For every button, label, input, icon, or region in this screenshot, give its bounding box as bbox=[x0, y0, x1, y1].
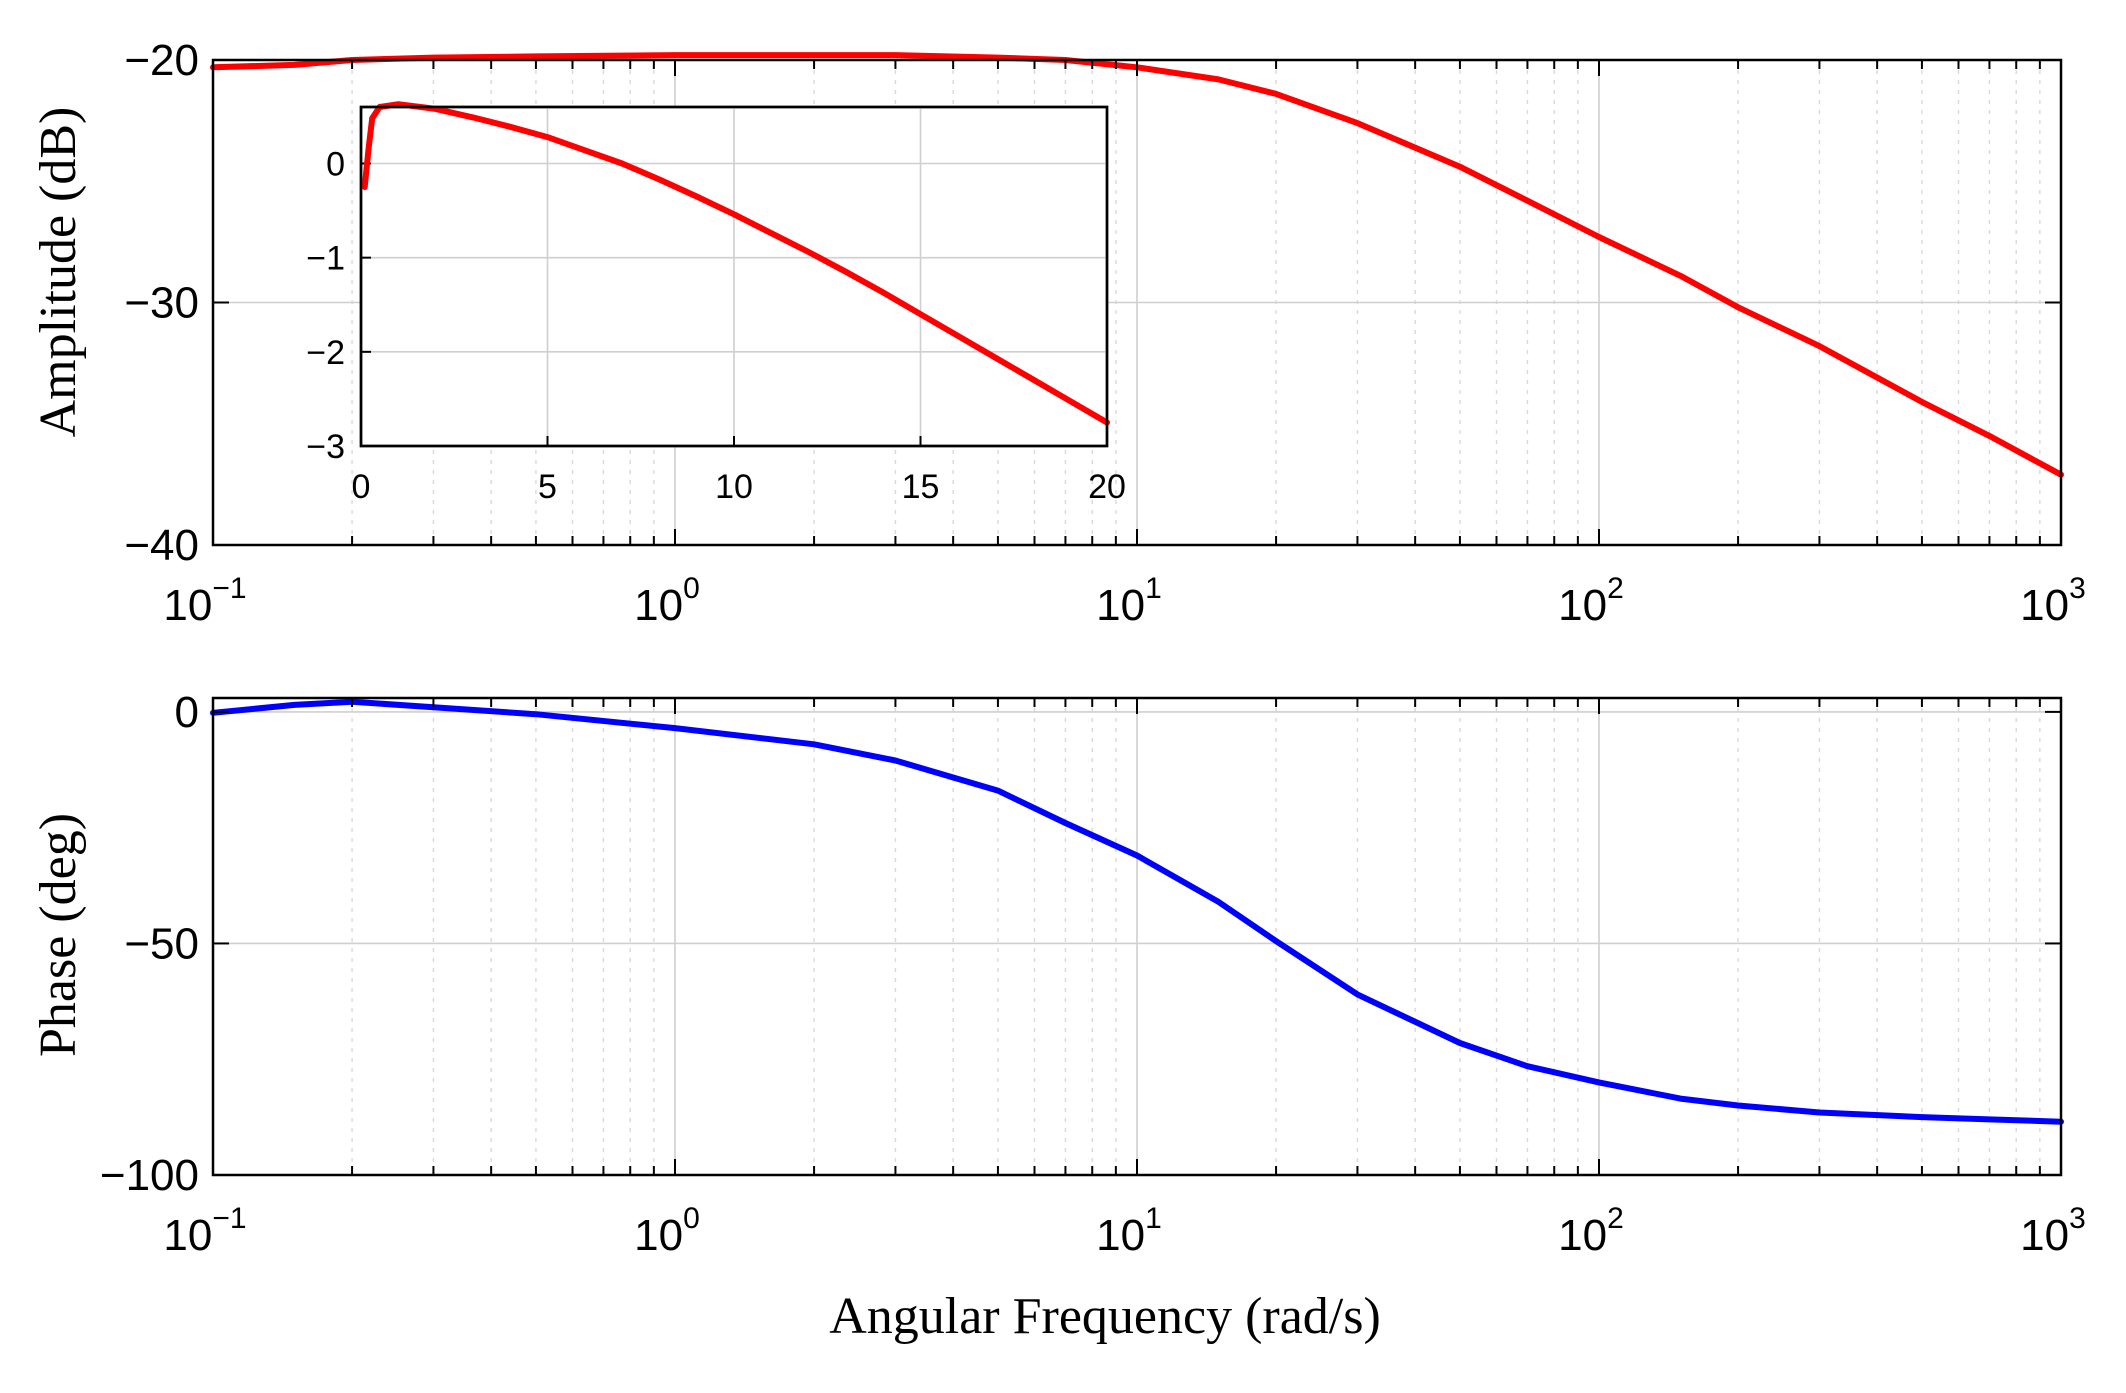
amplitude-y-tick-label: −40 bbox=[124, 521, 199, 570]
amplitude-x-tick-exponent: 3 bbox=[2069, 572, 2086, 605]
amplitude-x-tick-label: 100 bbox=[634, 572, 700, 630]
phase-y-tick-label: −100 bbox=[100, 1151, 199, 1200]
amplitude-x-tick-exponent: 1 bbox=[1145, 572, 1162, 605]
inset-curve bbox=[361, 101, 1110, 426]
phase-x-tick-exponent: 0 bbox=[683, 1202, 700, 1235]
amplitude-x-tick-exponent: 0 bbox=[683, 572, 700, 605]
frequency-x-axis-label: Angular Frequency (rad/s) bbox=[829, 1288, 1381, 1345]
amplitude-x-tick-exponent: 2 bbox=[1607, 572, 1624, 605]
frame-layer bbox=[211, 58, 2063, 1177]
inset-y-tick-label: −2 bbox=[306, 334, 345, 372]
inset-x-tick-label: 5 bbox=[538, 468, 557, 506]
phase-x-tick-base: 10 bbox=[1558, 1211, 1607, 1260]
amplitude-x-tick-base: 10 bbox=[2020, 581, 2069, 630]
phase-x-tick-label: 103 bbox=[2020, 1202, 2086, 1260]
inset-y-tick-label: 0 bbox=[326, 146, 345, 184]
phase-x-tick-base: 10 bbox=[634, 1211, 683, 1260]
inset-chart: 0 5 10 15 20 0 −1 −2 −3 bbox=[306, 101, 1126, 506]
amplitude-x-tick-label: 102 bbox=[1558, 572, 1624, 630]
inset-axes-frame bbox=[359, 105, 1109, 448]
inset-x-tick-label: 15 bbox=[902, 468, 940, 506]
phase-x-tick-base: 10 bbox=[163, 1211, 212, 1260]
phase-x-tick-exponent: −1 bbox=[212, 1202, 246, 1235]
phase-axes-frame bbox=[211, 696, 2063, 1177]
amplitude-y-tick-label: −20 bbox=[124, 36, 199, 85]
phase-y-tick-label: −50 bbox=[124, 919, 199, 968]
amplitude-x-tick-label: 103 bbox=[2020, 572, 2086, 630]
amplitude-curve bbox=[210, 52, 2064, 478]
phase-x-tick-exponent: 2 bbox=[1607, 1202, 1624, 1235]
amplitude-y-axis-label: Amplitude (dB) bbox=[30, 107, 87, 438]
phase-x-tick-base: 10 bbox=[2020, 1211, 2069, 1260]
phase-x-tick-label: 10−1 bbox=[163, 1202, 246, 1260]
phase-x-tick-label: 102 bbox=[1558, 1202, 1624, 1260]
inset-x-tick-label: 10 bbox=[715, 468, 753, 506]
phase-curve bbox=[210, 698, 2064, 1125]
amplitude-x-tick-base: 10 bbox=[1558, 581, 1607, 630]
inset-y-tick-label: −1 bbox=[306, 240, 345, 278]
inset-x-tick-label: 20 bbox=[1088, 468, 1126, 506]
curve-layer bbox=[210, 52, 2064, 1125]
amplitude-x-tick-label: 10−1 bbox=[163, 572, 246, 630]
amplitude-axes-frame bbox=[211, 58, 2063, 547]
phase-x-tick-label: 100 bbox=[634, 1202, 700, 1260]
amplitude-y-tick-label: −30 bbox=[124, 279, 199, 328]
amplitude-x-tick-label: 101 bbox=[1096, 572, 1162, 630]
phase-y-axis-label: Phase (deg) bbox=[30, 813, 87, 1057]
amplitude-x-tick-base: 10 bbox=[634, 581, 683, 630]
phase-x-tick-exponent: 3 bbox=[2069, 1202, 2086, 1235]
phase-x-tick-label: 101 bbox=[1096, 1202, 1162, 1260]
phase-x-tick-base: 10 bbox=[1096, 1211, 1145, 1260]
phase-y-tick-label: 0 bbox=[175, 688, 199, 737]
amplitude-x-tick-exponent: −1 bbox=[212, 572, 246, 605]
amplitude-x-tick-base: 10 bbox=[163, 581, 212, 630]
phase-x-tick-exponent: 1 bbox=[1145, 1202, 1162, 1235]
amplitude-x-tick-base: 10 bbox=[1096, 581, 1145, 630]
inset-x-tick-label: 0 bbox=[352, 468, 371, 506]
inset-y-tick-label: −3 bbox=[306, 428, 345, 466]
